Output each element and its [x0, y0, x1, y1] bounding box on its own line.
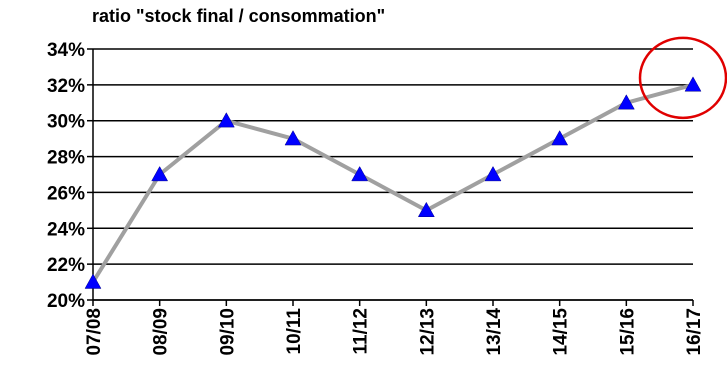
- x-tick-label: 10/11: [284, 308, 305, 355]
- data-point-marker: [284, 130, 302, 146]
- data-point-marker: [417, 201, 435, 218]
- y-tick-label: 30%: [47, 112, 85, 133]
- x-tick-label: 08/09: [151, 308, 172, 356]
- y-tick-label: 28%: [47, 148, 85, 169]
- y-tick-label: 34%: [47, 40, 85, 61]
- x-axis-ticks: 07/08 08/09 09/10 10/11 11/12 12/13 13/14 14/15…: [84, 300, 705, 356]
- data-point-marker: [84, 273, 102, 289]
- x-tick-label: 12/13: [417, 308, 438, 356]
- y-tick-label: 32%: [47, 76, 85, 97]
- y-tick-label: 26%: [47, 183, 85, 204]
- data-point-marker: [351, 165, 369, 182]
- data-point-marker: [484, 165, 502, 182]
- data-point-marker: [684, 76, 702, 92]
- x-tick-label: 16/17: [684, 308, 705, 356]
- gridlines: [93, 48, 693, 301]
- data-point-marker: [217, 112, 235, 128]
- x-tick-label: 15/16: [617, 308, 638, 356]
- highlight-layer: [638, 36, 727, 120]
- series-line: [91, 82, 694, 284]
- x-tick-label: 13/14: [484, 308, 505, 356]
- x-tick-label: 07/08: [84, 308, 105, 356]
- data-point-marker: [617, 94, 635, 110]
- y-tick-label: 22%: [47, 255, 85, 276]
- series-layer: [84, 76, 702, 289]
- y-tick-label: 20%: [47, 291, 85, 312]
- x-tick-label: 09/10: [217, 308, 238, 356]
- y-tick-label: 24%: [47, 219, 85, 240]
- highlight-circle: [638, 36, 727, 120]
- axes: [92, 49, 693, 301]
- x-tick-label: 14/15: [551, 308, 572, 356]
- data-point-marker: [151, 165, 169, 182]
- data-point-marker: [551, 130, 569, 146]
- chart-title: ratio "stock final / consommation": [92, 6, 386, 26]
- x-tick-label: 11/12: [351, 308, 372, 355]
- y-axis-ticks: 20% 22% 24% 26% 28% 30% 32% 34%: [47, 40, 93, 312]
